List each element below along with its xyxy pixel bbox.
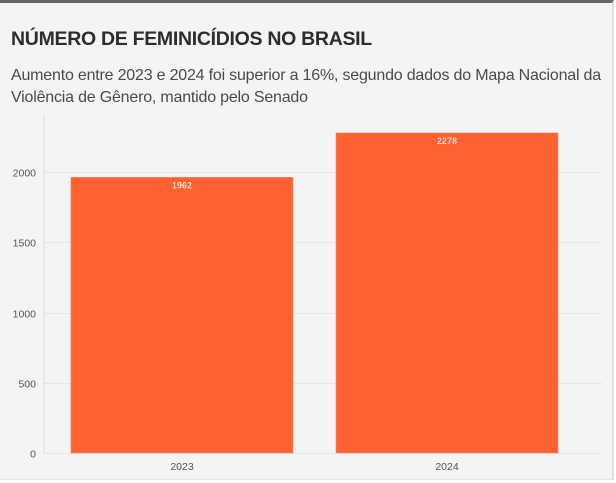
x-tick-label: 2023 <box>170 461 194 473</box>
x-axis-ticks: 2023 2024 <box>170 461 459 473</box>
y-tick-label: 1500 <box>13 238 37 250</box>
bar-2023 <box>70 177 294 454</box>
y-tick-label: 0 <box>30 449 36 461</box>
data-label-2024: 2278 <box>437 136 457 146</box>
data-labels: 1962 2278 <box>172 136 457 191</box>
chart-subtitle: Aumento entre 2023 e 2024 foi superior a… <box>11 67 601 106</box>
chart-title: NÚMERO DE FEMINICÍDIOS NO BRASIL <box>11 28 372 50</box>
y-axis-ticks: 0 500 1000 1500 2000 <box>13 168 37 461</box>
x-tick-label: 2024 <box>435 461 459 473</box>
data-label-2023: 1962 <box>172 180 192 190</box>
bars <box>70 132 559 454</box>
y-tick-label: 500 <box>18 379 36 391</box>
y-tick-label: 1000 <box>13 309 37 321</box>
y-tick-label: 2000 <box>13 168 37 180</box>
bar-2024 <box>335 132 559 454</box>
